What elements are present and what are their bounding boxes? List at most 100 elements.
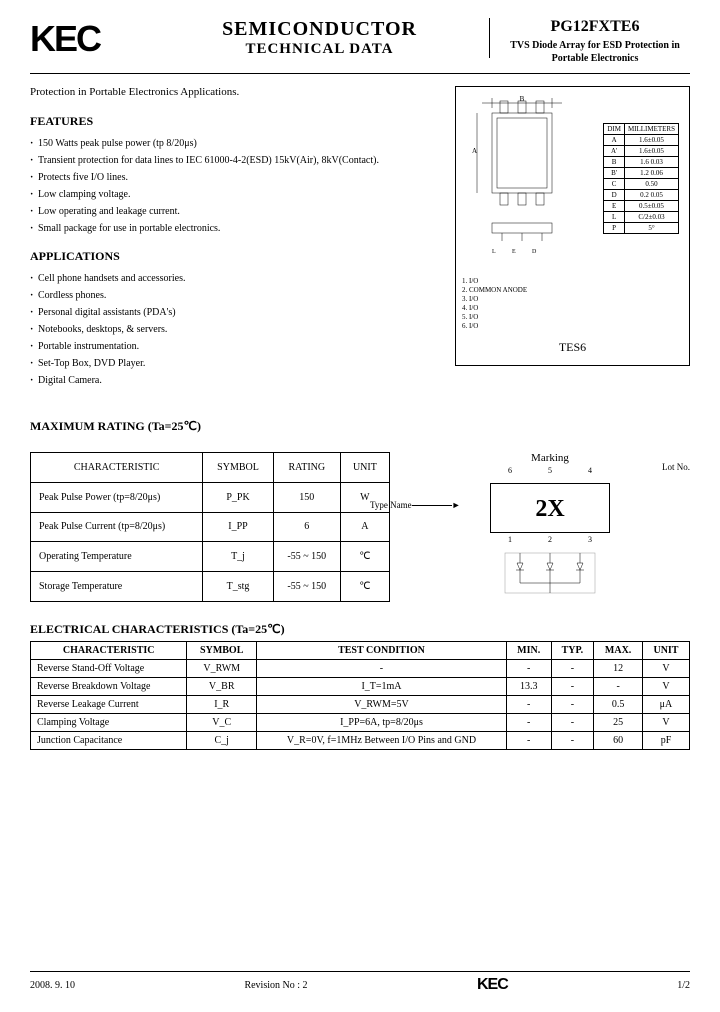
table-cell: Reverse Leakage Current (31, 696, 187, 714)
footer-revision: Revision No : 2 (244, 980, 307, 991)
dim-cell: L (604, 212, 625, 223)
part-number: PG12FXTE6 (500, 18, 690, 36)
pin-num: 2 (548, 535, 552, 544)
app-item: Digital Camera. (30, 372, 690, 389)
table-header: MAX. (594, 642, 643, 660)
dim-cell: 0.5±0.05 (624, 201, 678, 212)
table-cell: 0.5 (594, 696, 643, 714)
table-cell: - (506, 714, 551, 732)
table-cell: 60 (594, 732, 643, 750)
table-header: UNIT (642, 642, 689, 660)
marking-box: 2X (490, 483, 610, 533)
table-cell: Clamping Voltage (31, 714, 187, 732)
table-cell: V_R=0V, f=1MHz Between I/O Pins and GND (257, 732, 507, 750)
table-cell: pF (642, 732, 689, 750)
table-cell: 25 (594, 714, 643, 732)
table-cell: V (642, 660, 689, 678)
table-cell: I_T=1mA (257, 678, 507, 696)
footer-logo: KEC (477, 976, 508, 994)
table-cell: Reverse Stand-Off Voltage (31, 660, 187, 678)
header-title-block: SEMICONDUCTOR TECHNICAL DATA (160, 18, 490, 58)
table-cell: A (340, 512, 389, 542)
dim-cell: E (604, 201, 625, 212)
lot-label: Lot No. (662, 462, 690, 472)
table-cell: -55 ~ 150 (273, 572, 340, 602)
dim-cell: 0.2 0.05 (624, 190, 678, 201)
table-cell: Peak Pulse Power (tp=8/20μs) (31, 482, 203, 512)
package-box: B A L E D DIMMILLIMETERS A1.6±0.05 (455, 86, 690, 366)
table-cell: Storage Temperature (31, 572, 203, 602)
package-drawing: B A L E D DIMMILLIMETERS A1.6±0.05 (462, 93, 683, 273)
pin-num: 1 (508, 535, 512, 544)
table-cell: - (551, 714, 594, 732)
table-cell: V_RWM=5V (257, 696, 507, 714)
svg-text:A: A (472, 147, 477, 155)
table-cell: - (551, 660, 594, 678)
table-cell: I_PP=6A, tp=8/20μs (257, 714, 507, 732)
dim-cell: P (604, 223, 625, 234)
table-cell: Reverse Breakdown Voltage (31, 678, 187, 696)
mark-text: 2X (491, 484, 609, 534)
dim-cell: B (604, 157, 625, 168)
ratings-area: CHARACTERISTIC SYMBOL RATING UNIT Peak P… (30, 452, 690, 602)
table-cell: V_C (187, 714, 257, 732)
dimensions-table: DIMMILLIMETERS A1.6±0.05 A'1.6±0.05 B1.6… (603, 123, 679, 234)
dim-cell: 1.6 0.03 (624, 157, 678, 168)
table-cell: - (551, 678, 594, 696)
footer-page: 1/2 (677, 980, 690, 991)
table-header: SYMBOL (203, 453, 274, 483)
dim-cell: D (604, 190, 625, 201)
table-cell: -55 ~ 150 (273, 542, 340, 572)
table-cell: 12 (594, 660, 643, 678)
table-cell: - (506, 732, 551, 750)
table-cell: 6 (273, 512, 340, 542)
table-cell: V (642, 714, 689, 732)
table-cell: T_stg (203, 572, 274, 602)
doc-title-2: TECHNICAL DATA (160, 41, 479, 58)
max-rating-table: CHARACTERISTIC SYMBOL RATING UNIT Peak P… (30, 452, 390, 602)
pin-labels: 1. I/O 2. COMMON ANODE 3. I/O 4. I/O 5. … (462, 277, 683, 332)
table-cell: V_BR (187, 678, 257, 696)
pin-num: 6 (508, 466, 512, 475)
table-header: SYMBOL (187, 642, 257, 660)
header: KEC SEMICONDUCTOR TECHNICAL DATA PG12FXT… (30, 18, 690, 74)
pin-num: 5 (548, 466, 552, 475)
table-cell: P_PK (203, 482, 274, 512)
table-header: TEST CONDITION (257, 642, 507, 660)
company-logo: KEC (30, 18, 160, 60)
table-cell: Operating Temperature (31, 542, 203, 572)
svg-text:D: D (532, 249, 537, 255)
circuit-diagram-svg (495, 548, 605, 598)
table-header: RATING (273, 453, 340, 483)
doc-title-1: SEMICONDUCTOR (160, 18, 479, 41)
marking-block: Marking Lot No. 6 5 4 2X Type Name ► 1 2… (410, 452, 690, 602)
table-cell: Junction Capacitance (31, 732, 187, 750)
dim-cell: 1.2 0.06 (624, 168, 678, 179)
table-cell: 13.3 (506, 678, 551, 696)
dim-header: DIM (604, 124, 625, 135)
elec-title: ELECTRICAL CHARACTERISTICS (Ta=25℃) (30, 622, 690, 637)
dim-cell: 1.6±0.05 (624, 146, 678, 157)
table-cell: - (257, 660, 507, 678)
marking-title: Marking (410, 452, 690, 464)
svg-text:B: B (520, 95, 525, 103)
package-name: TES6 (462, 340, 683, 355)
dim-cell: C (604, 179, 625, 190)
table-cell: 150 (273, 482, 340, 512)
dim-cell: 5° (624, 223, 678, 234)
table-cell: V (642, 678, 689, 696)
dim-cell: 0.50 (624, 179, 678, 190)
svg-text:L: L (492, 249, 496, 255)
package-outline-svg: B A L E D (462, 93, 592, 263)
svg-text:E: E (512, 249, 516, 255)
pins-bottom: 1 2 3 (490, 535, 610, 544)
table-cell: - (551, 732, 594, 750)
table-cell: ℃ (340, 542, 389, 572)
table-cell: - (506, 696, 551, 714)
max-rating-title: MAXIMUM RATING (Ta=25℃) (30, 419, 690, 434)
table-cell: μA (642, 696, 689, 714)
pins-top: 6 5 4 (490, 466, 610, 475)
table-cell: T_j (203, 542, 274, 572)
table-cell: I_R (187, 696, 257, 714)
elec-table: CHARACTERISTIC SYMBOL TEST CONDITION MIN… (30, 641, 690, 750)
